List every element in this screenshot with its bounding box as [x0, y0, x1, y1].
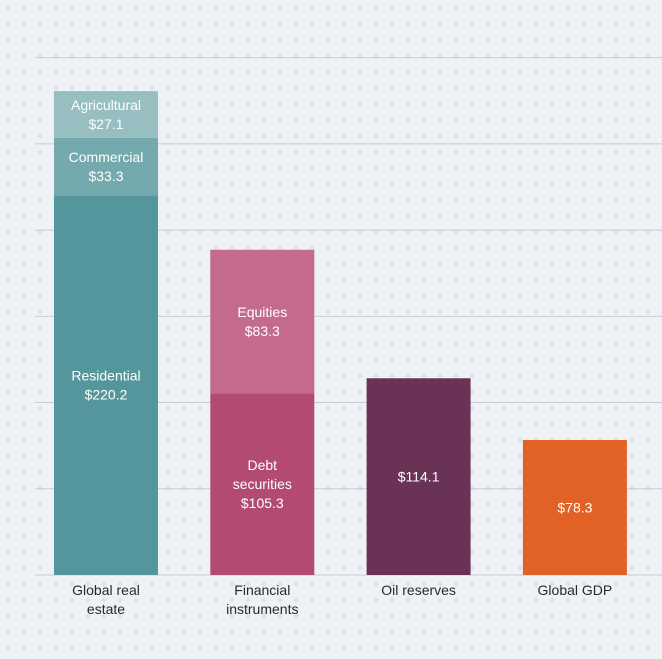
segment-label: $33.3 — [88, 168, 123, 184]
segment-label: Residential — [71, 368, 140, 384]
segment-label: Debt — [248, 457, 278, 473]
bar-segment — [210, 393, 315, 575]
bar-segment — [522, 439, 627, 575]
bar-segment — [54, 137, 158, 196]
bar-segment — [210, 249, 315, 394]
segment-label: $27.1 — [88, 116, 123, 132]
category-label: Global GDP — [538, 582, 613, 598]
bar-segment — [54, 195, 158, 576]
category-label: Global real — [72, 582, 140, 598]
segment-label: securities — [233, 476, 292, 492]
bars: Residential $220.2 Commercial $33.3 Agricult… — [54, 91, 627, 576]
category-label: Oil reserves — [381, 582, 456, 598]
category-label: estate — [87, 601, 125, 617]
segment-label: Equities — [237, 304, 287, 320]
bar-segment — [366, 378, 471, 575]
category-label: Financial — [234, 582, 290, 598]
segment-label: $78.3 — [557, 499, 592, 515]
segment-label: Commercial — [69, 149, 144, 165]
segment-label: Agricultural — [71, 97, 141, 113]
segment-label: $105.3 — [241, 495, 284, 511]
segment-label: $220.2 — [85, 387, 128, 403]
bar-segment — [54, 91, 158, 138]
segment-label: $114.1 — [398, 469, 440, 485]
category-label: instruments — [226, 601, 298, 617]
segment-label: $83.3 — [245, 323, 280, 339]
x-axis-labels: Global real estate Financial instruments Oil… — [72, 582, 612, 617]
